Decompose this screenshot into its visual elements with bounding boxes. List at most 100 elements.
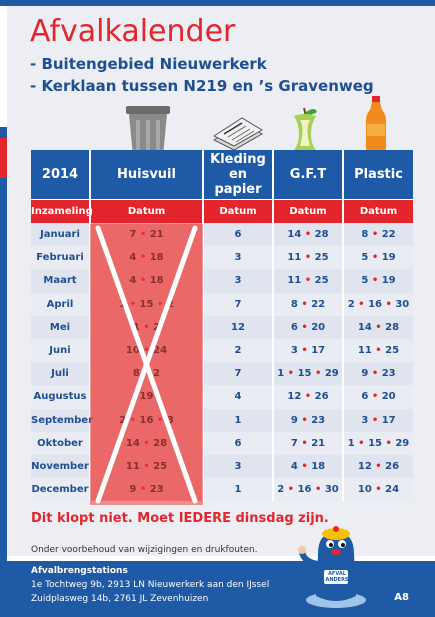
month-cell: September xyxy=(31,408,93,432)
kleding-papier-date-cell: 12 xyxy=(203,315,274,339)
separator-dot: • xyxy=(371,321,386,333)
header-kleding-papier-line: en papier xyxy=(214,166,262,197)
date-value: 7 xyxy=(290,437,298,449)
kleding-papier-date-cell: 3 xyxy=(203,454,274,479)
date-value: 25 xyxy=(385,345,400,357)
month-cell: December xyxy=(31,478,91,502)
table-row: Oktober14 • 2867 • 211 • 15 • 29 xyxy=(31,431,413,455)
date-value: 11 xyxy=(287,252,302,264)
separator-dot: • xyxy=(297,414,312,426)
separator-dot: • xyxy=(301,391,315,403)
month-cell: November xyxy=(31,454,91,479)
date-value: 6 xyxy=(234,437,242,449)
date-value: 11 xyxy=(287,275,302,287)
header-kleding-papier-line: Kleding xyxy=(210,151,266,167)
month-cell: April xyxy=(31,292,91,316)
date-value: 3 xyxy=(234,252,242,264)
month-cell: Juni xyxy=(31,338,91,363)
footer-heading: Afvalbrengstations xyxy=(31,566,128,576)
subheader-datum: Datum xyxy=(90,198,204,223)
plastic-date-cell: 3 • 17 xyxy=(343,408,413,432)
month-cell: Mei xyxy=(31,315,91,339)
date-value: 11 xyxy=(357,345,372,357)
table-row: Januari7 • 21614 • 288 • 22 xyxy=(31,223,413,247)
date-value: 23 xyxy=(381,368,396,380)
date-value: 6 xyxy=(361,391,369,403)
separator-dot: • xyxy=(284,368,298,380)
date-value: 30 xyxy=(395,298,410,310)
location-line-1: - Buitengebied Nieuwerkerk xyxy=(30,55,267,73)
date-value: 17 xyxy=(381,414,396,426)
gft-date-cell: 9 • 23 xyxy=(273,408,344,432)
month-cell: Februari xyxy=(31,246,91,270)
date-value: 26 xyxy=(314,391,329,403)
date-value: 1 xyxy=(277,368,285,380)
plastic-date-cell: 2 • 16 • 30 xyxy=(343,292,413,316)
separator-dot: • xyxy=(371,484,386,496)
subheader-row: Inzameling Datum Datum Datum Datum xyxy=(31,198,413,223)
plastic-date-cell: 11 • 25 xyxy=(343,338,413,363)
month-cell: Juli xyxy=(31,362,91,386)
kleding-papier-date-cell: 6 xyxy=(203,431,274,455)
date-value: 29 xyxy=(395,437,410,449)
gft-date-cell: 11 • 25 xyxy=(273,269,344,293)
separator-dot: • xyxy=(301,252,315,264)
subheader-datum: Datum xyxy=(343,198,413,223)
date-value: 25 xyxy=(314,275,329,287)
separator-dot: • xyxy=(297,321,312,333)
date-value: 10 xyxy=(357,484,372,496)
date-value: 8 xyxy=(290,298,298,310)
plastic-date-cell: 12 • 26 xyxy=(343,454,413,479)
plastic-date-cell: 1 • 15 • 29 xyxy=(343,431,413,455)
date-value: 19 xyxy=(381,275,396,287)
date-value: 5 xyxy=(361,275,369,287)
separator-dot: • xyxy=(284,484,298,496)
date-value: 16 xyxy=(297,484,312,496)
kleding-papier-date-cell: 3 xyxy=(203,246,274,270)
table-row: Juli8 • 271 • 15 • 299 • 23 xyxy=(31,362,413,386)
page-number: A8 xyxy=(394,592,409,603)
left-accent-bar xyxy=(0,127,7,617)
month-cell: Augustus xyxy=(31,385,91,409)
date-value: 29 xyxy=(324,368,339,380)
header-year: 2014 xyxy=(31,150,91,199)
separator-dot: • xyxy=(297,437,312,449)
date-value: 8 xyxy=(361,229,369,241)
left-red-tab xyxy=(0,138,7,178)
plastic-date-cell: 6 • 20 xyxy=(343,385,413,409)
waste-calendar-table: 2014 Huisvuil Kleding en papier G.F.T Pla… xyxy=(31,150,413,502)
subheader-inzameling: Inzameling xyxy=(31,198,93,223)
table-row: Februari4 • 18311 • 255 • 19 xyxy=(31,246,413,270)
date-value: 1 xyxy=(234,484,242,496)
date-value: 28 xyxy=(385,321,400,333)
date-value: 26 xyxy=(385,460,400,472)
separator-dot: • xyxy=(297,298,312,310)
header-gft: G.F.T xyxy=(273,150,344,199)
separator-dot: • xyxy=(371,345,386,357)
gft-date-cell: 7 • 21 xyxy=(273,431,344,455)
date-value: 7 xyxy=(234,368,242,380)
kleding-papier-date-cell: 6 xyxy=(203,223,274,247)
gft-date-cell: 11 • 25 xyxy=(273,246,344,270)
date-value: 5 xyxy=(361,252,369,264)
date-value: 3 xyxy=(361,414,369,426)
top-accent-bar xyxy=(0,0,435,6)
date-value: 16 xyxy=(368,298,382,310)
footer-address-1: 1e Tochtweg 9b, 2913 LN Nieuwerkerk aan … xyxy=(31,580,270,590)
header-kleding-papier: Kleding en papier xyxy=(203,150,274,199)
date-value: 22 xyxy=(381,229,396,241)
gft-date-cell: 8 • 22 xyxy=(273,292,344,316)
date-value: 4 xyxy=(290,460,298,472)
plastic-date-cell: 9 • 23 xyxy=(343,362,413,386)
kleding-papier-date-cell: 1 xyxy=(203,408,274,432)
separator-dot: • xyxy=(354,437,369,449)
date-value: 2 xyxy=(347,298,355,310)
separator-dot: • xyxy=(381,437,396,449)
date-value: 9 xyxy=(361,368,369,380)
separator-dot: • xyxy=(371,460,386,472)
newspaper-icon xyxy=(212,117,263,151)
date-value: 14 xyxy=(357,321,372,333)
